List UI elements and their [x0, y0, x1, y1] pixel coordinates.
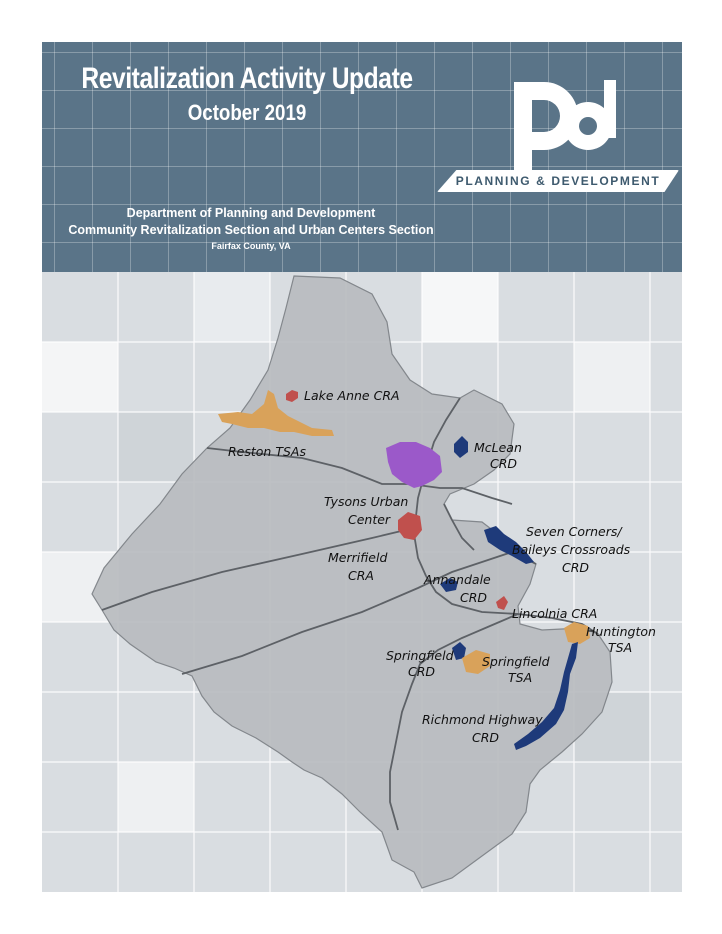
tysons-center-label: Center	[348, 512, 391, 527]
tysons-urban-center-area	[386, 442, 442, 488]
logo-text: PLANNING & DEVELOPMENT	[455, 174, 661, 188]
springfield-crd-sub-label: CRD	[408, 664, 435, 679]
mclean-crd-area	[454, 436, 468, 458]
lake-anne-cra-area	[286, 390, 298, 402]
springfield-crd-area	[452, 642, 466, 660]
lincolnia-cra-area	[496, 596, 508, 610]
annandale-crd-label: CRD	[460, 590, 487, 605]
springfield-tsa-area	[462, 650, 490, 674]
annandale-crd-area	[440, 578, 458, 592]
huntington-tsa-area	[564, 622, 590, 644]
springfield-crd-label: Springfield	[386, 648, 454, 663]
logo-banner	[437, 170, 679, 192]
mclean-crd-label: CRD	[490, 456, 517, 471]
richmond-highway-label: Richmond Highway	[422, 712, 543, 727]
road-network	[101, 397, 599, 831]
reston-tsa-area	[218, 390, 334, 436]
annandale-label: Annandale	[423, 572, 491, 587]
tysons-label: Tysons Urban	[324, 494, 408, 509]
seven-corners-crd-area	[484, 526, 534, 564]
springfield-tsa-label: Springfield	[482, 654, 550, 669]
county-boundary	[91, 275, 613, 889]
richmond-highway-crd-label: CRD	[472, 730, 499, 745]
report-date: October 2019	[187, 100, 307, 125]
report-title: Revitalization Activity Update	[81, 62, 413, 95]
baileys-crossroads-label: Baileys Crossroads	[512, 542, 631, 557]
cover-header: Revitalization Activity Update October 2…	[42, 42, 682, 272]
lake-anne-cra-label: Lake Anne CRA	[304, 388, 400, 403]
richmond-highway-crd-area	[514, 642, 578, 750]
seven-corners-crd-label: CRD	[562, 560, 589, 575]
merrifield-cra-area	[398, 512, 422, 540]
huntington-label: Huntington	[586, 624, 656, 639]
merrifield-label: Merrifield	[328, 550, 387, 565]
department-name: Department of Planning and Development	[126, 206, 376, 220]
county-map: Lake Anne CRA Reston TSAs McLean CRD Tys…	[42, 272, 682, 892]
lincolnia-cra-label: Lincolnia CRA	[512, 606, 597, 621]
pd-logo-icon	[514, 80, 616, 180]
section-name: Community Revitalization Section and Urb…	[68, 223, 434, 237]
county-name: Fairfax County, VA	[211, 241, 291, 251]
merrifield-cra-label: CRA	[348, 568, 374, 583]
cover-page: Revitalization Activity Update October 2…	[42, 42, 682, 892]
huntington-tsa-label: TSA	[608, 640, 632, 655]
seven-corners-label: Seven Corners/	[526, 524, 623, 539]
mclean-label: McLean	[474, 440, 522, 455]
map-area: Lake Anne CRA Reston TSAs McLean CRD Tys…	[42, 272, 682, 892]
springfield-tsa-sub-label: TSA	[508, 670, 532, 685]
reston-tsas-label: Reston TSAs	[228, 444, 306, 459]
